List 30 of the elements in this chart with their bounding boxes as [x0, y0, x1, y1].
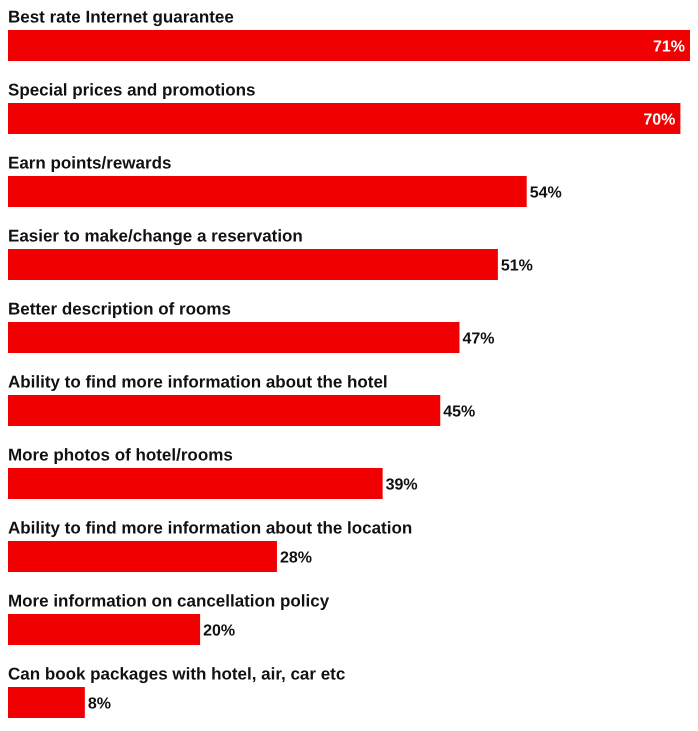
data-label: 71%: [652, 38, 685, 56]
bar: [8, 176, 527, 207]
bar: [8, 468, 383, 499]
data-label: 8%: [88, 696, 111, 712]
data-label: 70%: [643, 112, 676, 128]
data-label: 51%: [500, 258, 533, 274]
y-tick-label: Earn points/rewards: [8, 154, 172, 172]
bar: [8, 30, 690, 61]
bar: [8, 687, 85, 718]
data-label: 47%: [462, 330, 494, 348]
y-tick-label: Easier to make/change a reservation: [8, 226, 303, 246]
bar: [8, 395, 440, 426]
y-tick-label: Can book packages with hotel, air, car etc: [8, 664, 346, 684]
data-label: 45%: [443, 404, 476, 420]
y-tick-label: Better description of rooms: [8, 300, 231, 318]
y-tick-label: More photos of hotel/rooms: [8, 446, 233, 464]
bar: [8, 614, 200, 645]
bar: [8, 103, 680, 134]
y-tick-label: Ability to find more information about the location: [8, 518, 412, 538]
y-tick-label: Best rate Internet guarantee: [8, 8, 234, 26]
y-tick-label: More information on cancellation policy: [8, 592, 330, 610]
bar: [8, 249, 498, 280]
data-label: 28%: [280, 550, 312, 566]
data-label: 20%: [203, 622, 236, 640]
bar: [8, 541, 277, 572]
y-tick-label: Special prices and promotions: [8, 80, 256, 100]
data-label: 54%: [530, 184, 562, 202]
data-label: 39%: [386, 476, 418, 494]
y-tick-label: Ability to find more information about the hotel: [8, 372, 388, 392]
bar: [8, 322, 460, 353]
